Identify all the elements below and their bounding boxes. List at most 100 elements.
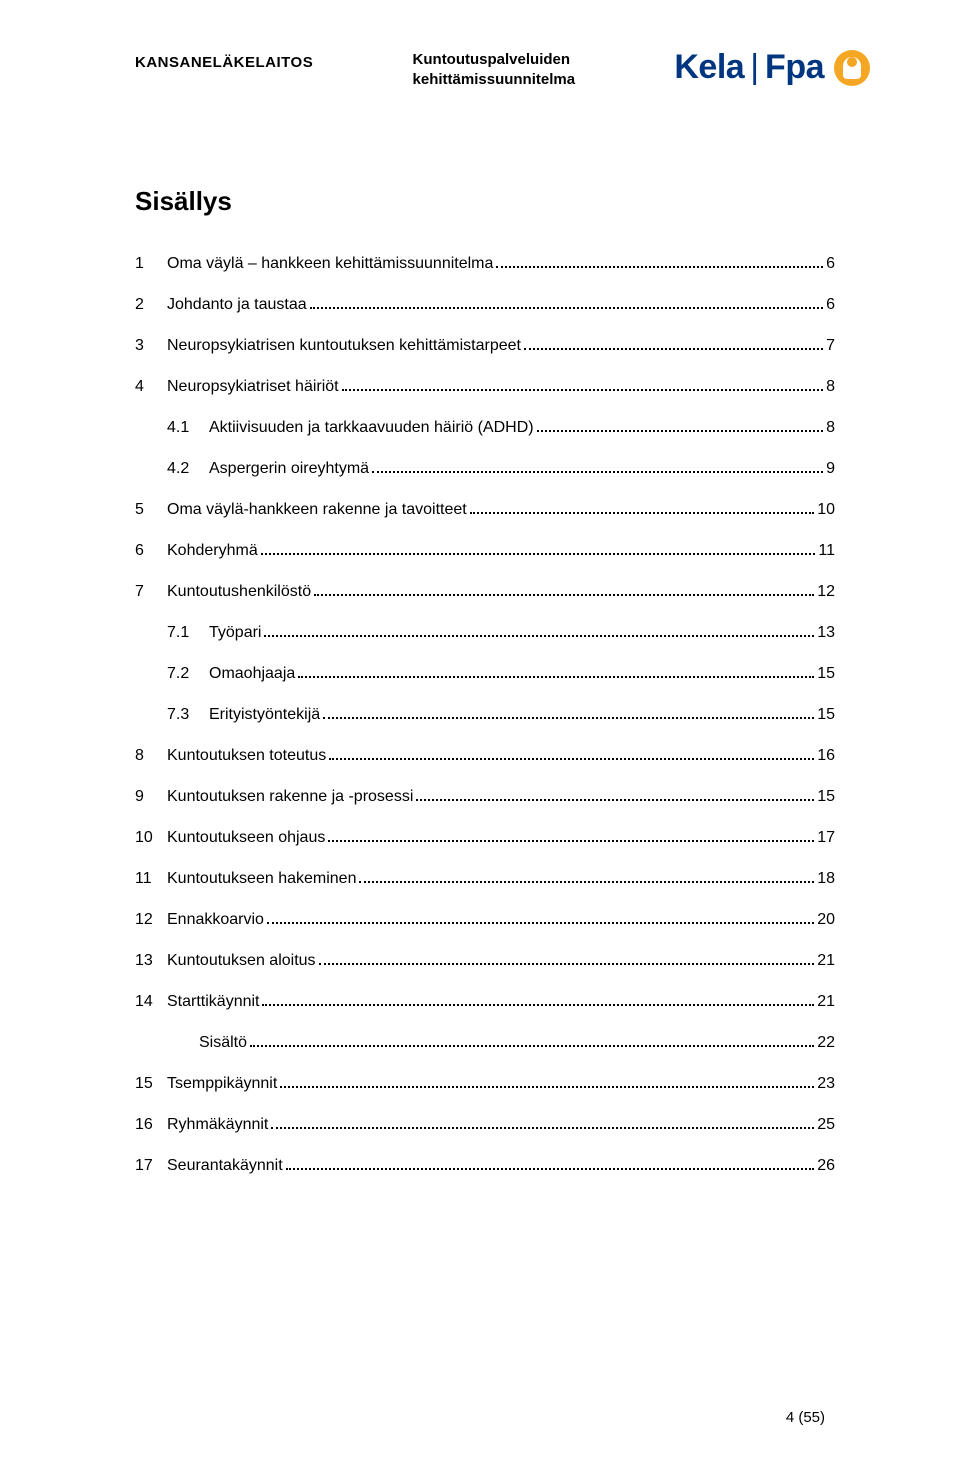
toc-dots-leader — [262, 1004, 814, 1006]
toc-entry: 12Ennakkoarvio 20 — [135, 908, 835, 932]
toc-entry: 7.3Erityistyöntekijä15 — [135, 703, 835, 727]
toc-entry-page: 21 — [817, 990, 835, 1014]
toc-entry-text: Työpari — [209, 621, 261, 645]
toc-entry: 7.2Omaohjaaja15 — [135, 662, 835, 686]
toc-entry-text: Neuropsykiatriset häiriöt — [167, 375, 339, 399]
toc-entry: 4.2Aspergerin oireyhtymä 9 — [135, 457, 835, 481]
toc-entry-page: 22 — [817, 1031, 835, 1055]
toc-entry-number: 5 — [135, 498, 167, 522]
toc-entry-text: Neuropsykiatrisen kuntoutuksen kehittämi… — [167, 334, 521, 358]
toc-entry-number: 4.2 — [167, 457, 209, 481]
toc-entry-number: 3 — [135, 334, 167, 358]
toc-entry-text: Kuntoutushenkilöstö — [167, 580, 311, 604]
toc-entry-page: 18 — [817, 867, 835, 891]
title-line-2: kehittämissuunnitelma — [413, 70, 576, 90]
toc-entry-text: Aspergerin oireyhtymä — [209, 457, 369, 481]
toc-entry-page: 10 — [817, 498, 835, 522]
toc-entry-number: 10 — [135, 826, 167, 850]
toc-entry-page: 26 — [817, 1154, 835, 1178]
toc-entry-number: 12 — [135, 908, 167, 932]
brand-name: KANSANELÄKELAITOS — [135, 48, 313, 71]
toc-entry-number: 4 — [135, 375, 167, 399]
toc-entry: 2Johdanto ja taustaa 6 — [135, 293, 835, 317]
toc-entry-number: 1 — [135, 252, 167, 276]
document-title: Kuntoutuspalveluiden kehittämissuunnitel… — [413, 48, 576, 91]
page-number: 4 (55) — [786, 1409, 825, 1426]
toc-entry: 7.1Työpari 13 — [135, 621, 835, 645]
toc-entry-page: 8 — [826, 416, 835, 440]
toc-entry-text: Erityistyöntekijä — [209, 703, 320, 727]
toc-dots-leader — [416, 799, 814, 801]
toc-entry: 4.1Aktiivisuuden ja tarkkaavuuden häiriö… — [135, 416, 835, 440]
toc-entry-page: 21 — [817, 949, 835, 973]
toc-entry-number: 11 — [135, 867, 167, 891]
toc-entry: 15Tsemppikäynnit 23 — [135, 1072, 835, 1096]
toc-entry-page: 9 — [826, 457, 835, 481]
logo-divider: | — [750, 48, 759, 87]
toc-entry: 14Starttikäynnit21 — [135, 990, 835, 1014]
toc-entry: 3Neuropsykiatrisen kuntoutuksen kehittäm… — [135, 334, 835, 358]
toc-dots-leader — [496, 266, 823, 268]
toc-entry-page: 25 — [817, 1113, 835, 1137]
toc-entry: 1Oma väylä – hankkeen kehittämissuunnite… — [135, 252, 835, 276]
toc-entry-page: 15 — [817, 785, 835, 809]
toc-entry-page: 16 — [817, 744, 835, 768]
toc-entry-number: 7.1 — [167, 621, 209, 645]
toc-dots-leader — [359, 881, 814, 883]
logo-text-fpa: Fpa — [765, 48, 824, 87]
toc-entry-page: 7 — [826, 334, 835, 358]
toc-entry-text: Seurantakäynnit — [167, 1154, 283, 1178]
toc-entry-text: Johdanto ja taustaa — [167, 293, 307, 317]
toc-entry-number: 7.3 — [167, 703, 209, 727]
logo-text-kela: Kela — [674, 48, 744, 87]
kela-fpa-logo: Kela | Fpa — [674, 48, 870, 87]
toc-dots-leader — [280, 1086, 814, 1088]
toc-entry-number: 9 — [135, 785, 167, 809]
toc-entry-number: 14 — [135, 990, 167, 1014]
toc-list: 1Oma väylä – hankkeen kehittämissuunnite… — [135, 252, 835, 1178]
toc-entry: 4Neuropsykiatriset häiriöt 8 — [135, 375, 835, 399]
toc-entry-number: 15 — [135, 1072, 167, 1096]
toc-heading: Sisällys — [135, 186, 835, 217]
toc-entry-page: 20 — [817, 908, 835, 932]
toc-entry-number: 6 — [135, 539, 167, 563]
toc-dots-leader — [372, 471, 823, 473]
toc-entry: 8Kuntoutuksen toteutus16 — [135, 744, 835, 768]
toc-dots-leader — [314, 594, 814, 596]
toc-entry-page: 23 — [817, 1072, 835, 1096]
toc-dots-leader — [264, 635, 814, 637]
toc-entry-text: Kuntoutuksen rakenne ja -prosessi — [167, 785, 413, 809]
toc-dots-leader — [271, 1127, 814, 1129]
toc-entry-text: Kuntoutukseen hakeminen — [167, 867, 356, 891]
toc-entry-text: Kuntoutuksen aloitus — [167, 949, 316, 973]
toc-dots-leader — [319, 963, 815, 965]
toc-entry: 10Kuntoutukseen ohjaus17 — [135, 826, 835, 850]
toc-entry-text: Tsemppikäynnit — [167, 1072, 277, 1096]
toc-entry-text: Ryhmäkäynnit — [167, 1113, 268, 1137]
toc-dots-leader — [470, 512, 814, 514]
toc-entry-page: 12 — [817, 580, 835, 604]
toc-entry: 13Kuntoutuksen aloitus21 — [135, 949, 835, 973]
toc-entry-number: 4.1 — [167, 416, 209, 440]
toc-dots-leader — [342, 389, 823, 391]
document-header: KANSANELÄKELAITOS Kuntoutuspalveluiden k… — [135, 48, 870, 91]
toc-entry-text: Aktiivisuuden ja tarkkaavuuden häiriö (A… — [209, 416, 534, 440]
toc-entry-text: Ennakkoarvio — [167, 908, 264, 932]
toc-entry: 7Kuntoutushenkilöstö12 — [135, 580, 835, 604]
toc-entry-page: 8 — [826, 375, 835, 399]
toc-entry-text: Kohderyhmä — [167, 539, 258, 563]
toc-dots-leader — [524, 348, 823, 350]
toc-dots-leader — [323, 717, 814, 719]
toc-entry-number: 2 — [135, 293, 167, 317]
toc-dots-leader — [267, 922, 814, 924]
toc-dots-leader — [329, 758, 814, 760]
toc-entry: 17Seurantakäynnit26 — [135, 1154, 835, 1178]
toc-entry-text: Oma väylä-hankkeen rakenne ja tavoitteet — [167, 498, 467, 522]
logo-block: Kela | Fpa — [674, 48, 870, 87]
toc-entry-page: 6 — [826, 252, 835, 276]
toc-dots-leader — [261, 553, 816, 555]
toc-entry-page: 11 — [818, 539, 835, 563]
toc-entry-page: 6 — [826, 293, 835, 317]
toc-entry-page: 13 — [817, 621, 835, 645]
toc-dots-leader — [310, 307, 823, 309]
